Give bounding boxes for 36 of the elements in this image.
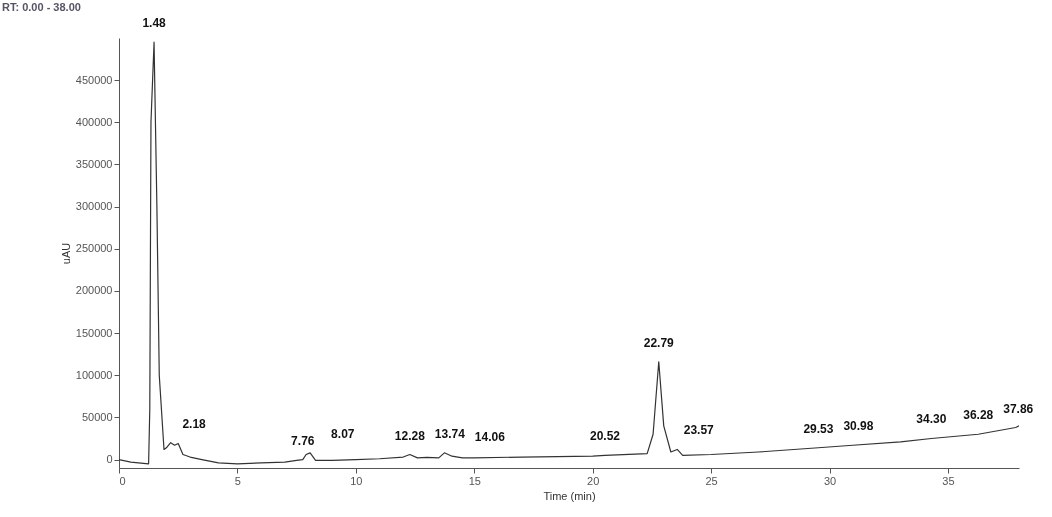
y-tick-label: 450000 (75, 73, 113, 86)
annotation: 7.76 (291, 433, 315, 448)
annotation: 13.74 (434, 426, 466, 441)
annotation: 12.28 (394, 428, 426, 443)
x-tick-label: 35 (942, 474, 955, 487)
annotation: 14.06 (474, 430, 506, 445)
y-tick-label: 100000 (75, 368, 113, 381)
x-tick-label: 20 (587, 474, 600, 487)
x-tick-label: 30 (823, 474, 837, 487)
x-axis-title: Time (min) (543, 489, 596, 502)
annotation: 37.86 (1003, 401, 1034, 416)
annotation: 1.48 (142, 16, 167, 31)
x-tick-label: 25 (705, 474, 718, 487)
annotation: 36.28 (963, 408, 994, 423)
y-tick-label: 300000 (75, 200, 113, 213)
x-tick-label: 10 (350, 474, 363, 487)
annotation: 20.52 (589, 429, 621, 444)
chart-title: RT: 0.00 - 38.00 (2, 1, 81, 13)
y-tick-label: 400000 (75, 115, 113, 128)
x-tick-label: 0 (119, 474, 126, 487)
annotation: 2.18 (182, 416, 207, 431)
y-tick-label: 250000 (75, 242, 113, 255)
y-tick-label: 350000 (75, 157, 113, 170)
y-axis-title: uAU (59, 242, 72, 265)
x-tick-label: 15 (468, 474, 481, 487)
y-tick-label: 200000 (75, 284, 113, 297)
annotation: 29.53 (803, 421, 834, 436)
x-tick-label: 5 (234, 474, 241, 487)
annotation: 23.57 (683, 423, 715, 438)
y-tick-label: 0 (106, 453, 113, 466)
annotation: 34.30 (916, 412, 947, 427)
annotation: 8.07 (331, 426, 355, 441)
y-tick-label: 150000 (75, 326, 113, 339)
annotation: 22.79 (643, 335, 675, 350)
y-tick-label: 50000 (81, 410, 113, 423)
annotation: 30.98 (843, 419, 874, 434)
